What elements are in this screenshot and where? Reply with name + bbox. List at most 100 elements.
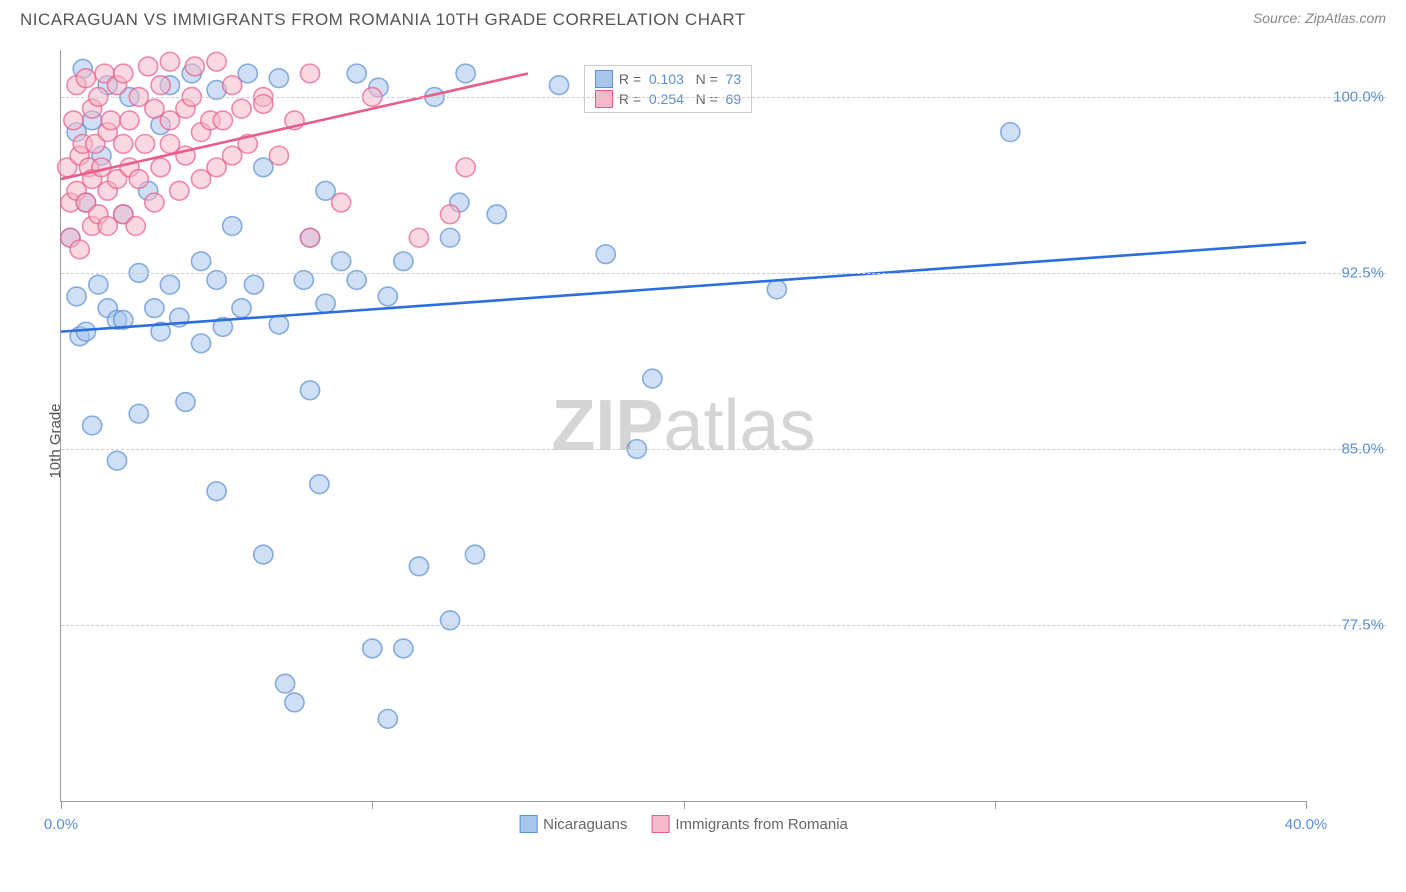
stats-legend-text: R = 0.103 N = 73: [619, 71, 741, 87]
data-point: [487, 205, 506, 224]
data-point: [120, 111, 139, 130]
data-point: [596, 245, 615, 264]
data-point: [440, 205, 459, 224]
data-point: [232, 299, 251, 318]
grid-line: [61, 449, 1386, 450]
data-point: [394, 639, 413, 658]
data-point: [76, 69, 95, 88]
data-point: [456, 158, 475, 177]
series-legend: Nicaraguans Immigrants from Romania: [519, 815, 848, 833]
data-point: [145, 193, 164, 212]
data-point: [316, 294, 335, 313]
data-point: [363, 639, 382, 658]
data-point: [378, 287, 397, 306]
stats-legend-row: R = 0.103 N = 73: [595, 70, 741, 88]
data-point: [269, 315, 288, 334]
legend-swatch: [595, 70, 613, 88]
data-point: [151, 76, 170, 95]
data-point: [409, 557, 428, 576]
data-point: [456, 64, 475, 83]
x-tick-label: 0.0%: [44, 816, 78, 833]
data-point: [114, 64, 133, 83]
data-point: [139, 57, 158, 76]
y-tick-label: 100.0%: [1333, 88, 1384, 105]
data-point: [64, 111, 83, 130]
data-point: [191, 334, 210, 353]
x-tick: [1306, 801, 1307, 809]
x-tick: [61, 801, 62, 809]
data-point: [160, 52, 179, 71]
data-point: [223, 217, 242, 236]
data-point: [244, 275, 263, 294]
data-point: [83, 416, 102, 435]
data-point: [70, 240, 89, 259]
data-point: [135, 135, 154, 154]
data-point: [440, 228, 459, 247]
data-point: [409, 228, 428, 247]
data-point: [151, 158, 170, 177]
data-point: [269, 69, 288, 88]
data-point: [465, 545, 484, 564]
data-point: [191, 252, 210, 271]
chart-container: 10th Grade ZIPatlas R = 0.103 N = 73R = …: [60, 50, 1386, 832]
data-point: [129, 404, 148, 423]
legend-swatch: [595, 90, 613, 108]
x-tick: [372, 801, 373, 809]
y-tick-label: 85.0%: [1341, 440, 1384, 457]
legend-label: Nicaraguans: [543, 816, 627, 833]
legend-label: Immigrants from Romania: [675, 816, 848, 833]
data-point: [394, 252, 413, 271]
data-point: [310, 475, 329, 494]
data-point: [440, 611, 459, 630]
stats-legend-row: R = 0.254 N = 69: [595, 90, 741, 108]
data-point: [207, 52, 226, 71]
y-tick-label: 77.5%: [1341, 616, 1384, 633]
page-title: NICARAGUAN VS IMMIGRANTS FROM ROMANIA 10…: [20, 10, 746, 30]
data-point: [232, 99, 251, 118]
data-point: [207, 482, 226, 501]
data-point: [107, 451, 126, 470]
data-point: [213, 111, 232, 130]
data-point: [254, 545, 273, 564]
stats-legend-text: R = 0.254 N = 69: [619, 91, 741, 107]
data-point: [129, 170, 148, 189]
legend-item: Immigrants from Romania: [651, 815, 848, 833]
scatter-svg: [61, 50, 1306, 801]
data-point: [67, 287, 86, 306]
data-point: [160, 275, 179, 294]
y-tick-label: 92.5%: [1341, 264, 1384, 281]
grid-line: [61, 97, 1386, 98]
data-point: [185, 57, 204, 76]
data-point: [300, 228, 319, 247]
data-point: [126, 217, 145, 236]
data-point: [114, 135, 133, 154]
data-point: [378, 709, 397, 728]
data-point: [223, 76, 242, 95]
data-point: [275, 674, 294, 693]
grid-line: [61, 273, 1386, 274]
legend-item: Nicaraguans: [519, 815, 627, 833]
x-tick: [684, 801, 685, 809]
data-point: [643, 369, 662, 388]
data-point: [347, 64, 366, 83]
data-point: [89, 275, 108, 294]
data-point: [300, 381, 319, 400]
x-tick: [995, 801, 996, 809]
source-label: Source: ZipAtlas.com: [1253, 10, 1386, 26]
data-point: [101, 111, 120, 130]
stats-legend: R = 0.103 N = 73 R = 0.254 N = 69: [584, 65, 752, 113]
data-point: [300, 64, 319, 83]
data-point: [332, 252, 351, 271]
legend-swatch: [651, 815, 669, 833]
data-point: [145, 299, 164, 318]
legend-swatch: [519, 815, 537, 833]
data-point: [1001, 123, 1020, 142]
data-point: [549, 76, 568, 95]
grid-line: [61, 625, 1386, 626]
data-point: [269, 146, 288, 165]
x-tick-label: 40.0%: [1285, 816, 1328, 833]
data-point: [767, 280, 786, 299]
data-point: [176, 393, 195, 412]
plot-area: ZIPatlas R = 0.103 N = 73R = 0.254 N = 6…: [60, 50, 1306, 802]
data-point: [285, 693, 304, 712]
